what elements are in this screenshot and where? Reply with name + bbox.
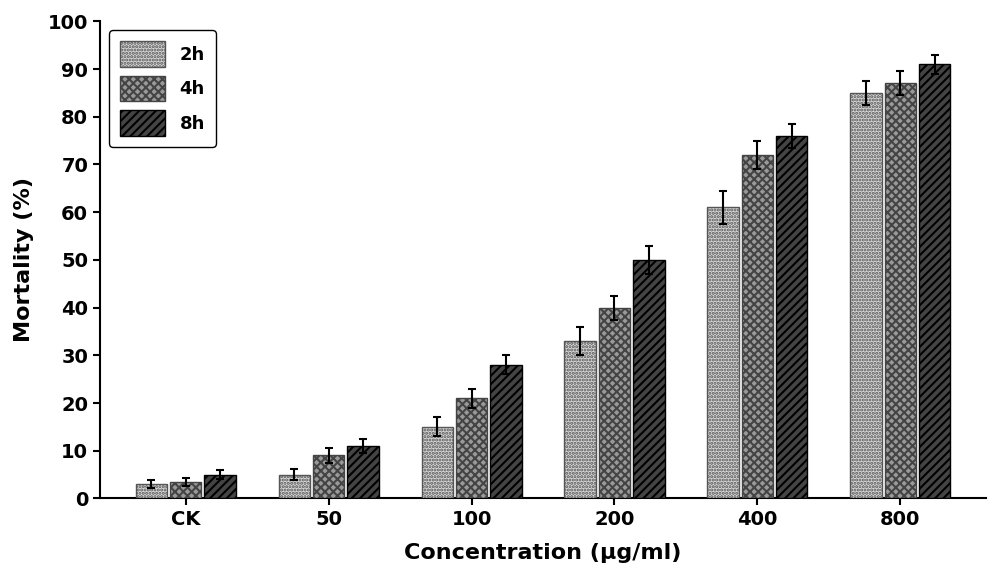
Bar <box>633 260 665 499</box>
Bar <box>204 474 236 499</box>
Bar <box>279 474 310 499</box>
Y-axis label: Mortality (%): Mortality (%) <box>14 177 34 342</box>
Bar <box>490 365 522 499</box>
Bar <box>347 446 379 499</box>
Legend: 2h, 4h, 8h: 2h, 4h, 8h <box>109 31 216 147</box>
Bar <box>776 136 807 499</box>
Bar <box>919 64 950 499</box>
Bar <box>313 455 344 499</box>
X-axis label: Concentration (μg/ml): Concentration (μg/ml) <box>404 543 682 563</box>
Bar <box>885 84 916 499</box>
Bar <box>456 398 487 499</box>
Bar <box>850 93 882 499</box>
Bar <box>136 484 167 499</box>
Bar <box>564 341 596 499</box>
Bar <box>742 155 773 499</box>
Bar <box>707 207 739 499</box>
Bar <box>170 482 201 499</box>
Bar <box>599 308 630 499</box>
Bar <box>422 427 453 499</box>
